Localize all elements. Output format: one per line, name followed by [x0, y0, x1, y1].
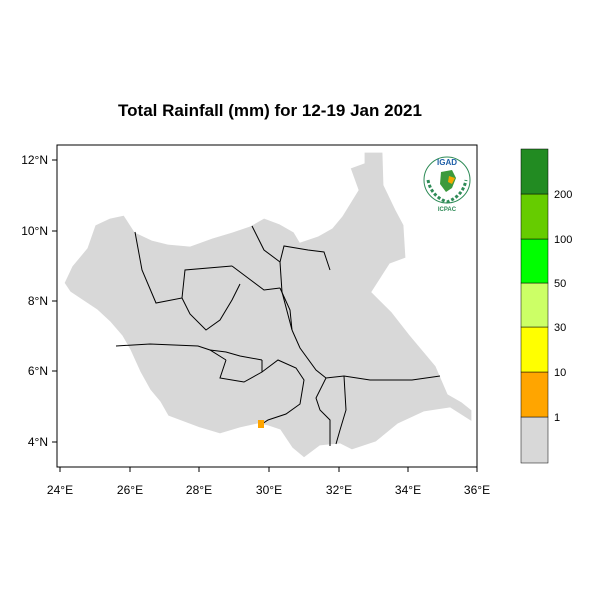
legend-label: 1 [554, 412, 560, 424]
legend-swatch-30-50 [520, 282, 549, 328]
lon-ticks [59, 467, 478, 472]
lon-tick-label: 34°E [395, 483, 421, 497]
plot-frame [56, 144, 478, 468]
legend-label: 10 [554, 367, 566, 379]
legend-label: 200 [554, 189, 572, 201]
lon-tick-label: 24°E [47, 483, 73, 497]
legend-swatch-10-30 [520, 326, 549, 373]
rainfall-patch [258, 420, 264, 428]
legend-swatch-1-10 [520, 371, 549, 418]
country-outline [63, 151, 473, 459]
lat-tick-label: 6°N [28, 364, 48, 378]
logo-top-text: IGAD [437, 158, 457, 167]
legend-label: 30 [554, 322, 566, 334]
lat-tick-label: 10°N [21, 224, 48, 238]
lat-ticks [52, 159, 57, 443]
legend-swatch-gt200 [520, 148, 549, 195]
logo-bottom-text: ICPAC [438, 207, 457, 213]
legend-label: 50 [554, 278, 566, 290]
legend-swatch-100-200 [520, 193, 549, 240]
legend-label: 100 [554, 234, 572, 246]
color-legend: 1 10 30 50 100 200 [520, 148, 572, 464]
lon-tick-label: 30°E [256, 483, 282, 497]
lat-tick-label: 4°N [28, 435, 48, 449]
map-title: Total Rainfall (mm) for 12-19 Jan 2021 [118, 101, 422, 120]
lon-tick-label: 26°E [117, 483, 143, 497]
lon-tick-label: 28°E [186, 483, 212, 497]
legend-swatch-50-100 [520, 238, 549, 284]
lat-tick-label: 8°N [28, 294, 48, 308]
state-boundaries [115, 225, 441, 446]
legend-swatch-lt1 [520, 416, 549, 464]
lon-tick-label: 36°E [464, 483, 490, 497]
lat-tick-label: 12°N [21, 153, 48, 167]
lon-tick-label: 32°E [326, 483, 352, 497]
igad-logo: IGAD ICPAC [423, 156, 471, 213]
